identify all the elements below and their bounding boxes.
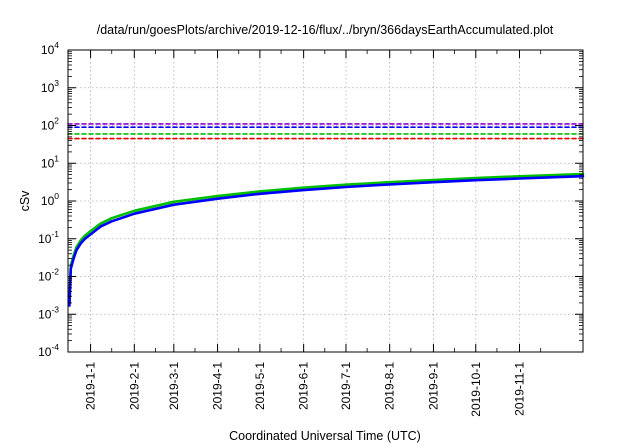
x-tick-label: 2019-5-1 xyxy=(253,362,267,410)
x-axis-label: Coordinated Universal Time (UTC) xyxy=(229,429,421,443)
x-tick-label: 2019-9-1 xyxy=(426,362,440,410)
y-tick-label: 104 xyxy=(41,40,59,57)
x-tick-label: 2019-6-1 xyxy=(297,362,311,410)
tick-labels: 10-4 10-3 10-2 10-1 100 101 102 103 104 2019-1-1 2… xyxy=(38,40,526,417)
x-tick-label: 2019-1-1 xyxy=(84,362,98,410)
grid xyxy=(68,50,583,352)
accumulated-dose-line xyxy=(68,172,585,305)
y-tick-label: 101 xyxy=(41,153,59,170)
x-tick-label: 2019-11-1 xyxy=(513,362,527,416)
y-tick-label: 10-3 xyxy=(38,304,59,321)
x-tick-label: 2019-7-1 xyxy=(339,362,353,410)
y-tick-label: 100 xyxy=(41,191,59,208)
series-layer xyxy=(67,123,585,307)
x-tick-label: 2019-10-1 xyxy=(469,362,483,417)
y-axis-label: cSv xyxy=(18,190,32,212)
x-tick-label: 2019-4-1 xyxy=(211,362,225,410)
accumulated-dose-line xyxy=(68,174,585,307)
x-tick-label: 2019-2-1 xyxy=(127,362,141,410)
y-tick-label: 102 xyxy=(41,116,59,133)
x-tick-label: 2019-3-1 xyxy=(167,362,181,410)
ticks xyxy=(68,49,583,353)
y-tick-label: 10-1 xyxy=(38,229,59,246)
x-tick-label: 2019-8-1 xyxy=(383,362,397,410)
y-tick-label: 10-4 xyxy=(38,342,59,359)
y-tick-label: 10-2 xyxy=(38,267,59,284)
y-tick-label: 103 xyxy=(41,78,59,95)
chart-title: /data/run/goesPlots/archive/2019-12-16/f… xyxy=(97,23,554,37)
